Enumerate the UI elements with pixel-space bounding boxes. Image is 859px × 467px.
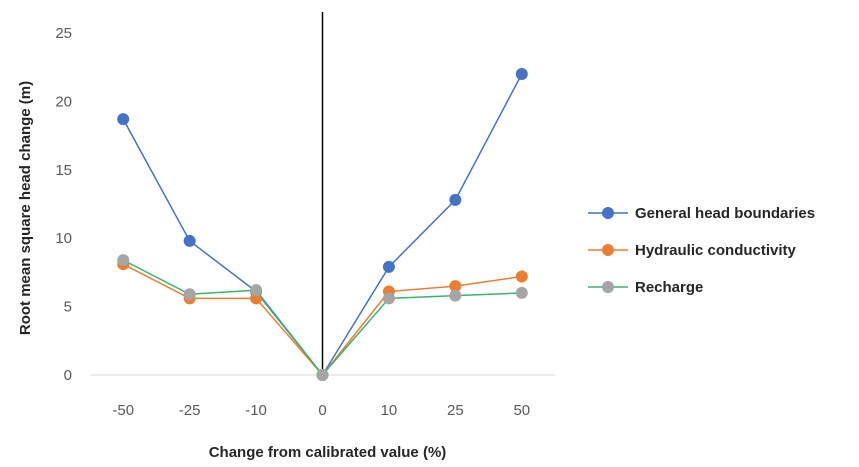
- y-tick-label: 20: [55, 93, 72, 110]
- legend-item: General head boundaries: [588, 205, 815, 222]
- data-point: [316, 369, 329, 381]
- legend-label: General head boundaries: [635, 205, 815, 222]
- data-point: [515, 270, 528, 283]
- data-point: [250, 284, 263, 297]
- data-point: [382, 260, 395, 273]
- x-tick-label: 0: [318, 402, 326, 419]
- data-point: [183, 288, 196, 301]
- data-point: [515, 286, 528, 299]
- legend: General head boundaries Hydraulic conduct…: [588, 205, 815, 296]
- data-point: [449, 289, 462, 302]
- x-tick-label: 50: [513, 402, 530, 419]
- y-tick-label: 0: [64, 367, 72, 384]
- series: [117, 254, 528, 381]
- legend-marker: [602, 281, 614, 293]
- legend-item: Hydraulic conductivity: [588, 242, 797, 259]
- x-axis-title: Change from calibrated value (%): [209, 444, 447, 461]
- data-point: [117, 254, 130, 267]
- y-tick-label: 10: [55, 230, 72, 247]
- legend-label: Hydraulic conductivity: [635, 242, 797, 259]
- series-group: [117, 68, 528, 381]
- legend-label: Recharge: [635, 279, 703, 296]
- x-tick-label: -10: [245, 402, 267, 419]
- data-point: [449, 193, 462, 206]
- legend-item: Recharge: [588, 279, 703, 296]
- legend-marker: [602, 244, 614, 256]
- x-tick-label: 10: [381, 402, 398, 419]
- y-tick-label: 25: [55, 25, 72, 42]
- data-point: [449, 280, 462, 293]
- data-point: [183, 234, 196, 247]
- x-axis-ticks: -50 -25 -10 0 10 25 50: [112, 402, 530, 419]
- x-tick-label: 25: [447, 402, 464, 419]
- y-tick-label: 5: [64, 299, 72, 316]
- y-tick-label: 15: [55, 162, 72, 179]
- legend-marker: [602, 207, 614, 219]
- data-point: [117, 113, 130, 126]
- data-point: [250, 292, 263, 305]
- y-axis-title: Root mean square head change (m): [17, 81, 34, 335]
- y-axis-ticks: 0 5 10 15 20 25: [55, 25, 72, 384]
- x-tick-label: -25: [179, 402, 201, 419]
- x-tick-label: -50: [112, 402, 134, 419]
- data-point: [382, 292, 395, 305]
- data-point: [515, 68, 528, 81]
